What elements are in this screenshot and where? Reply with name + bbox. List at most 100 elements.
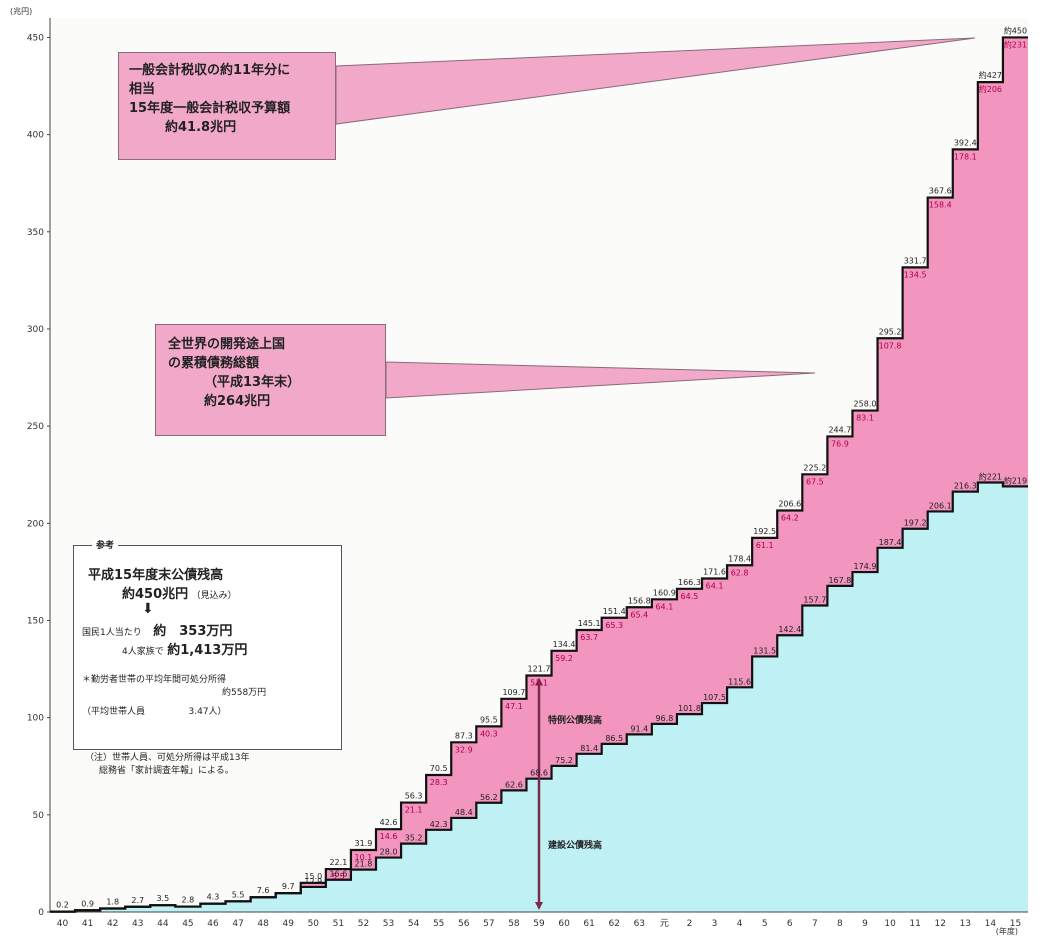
callout-tax-revenue: 一般会計税収の約11年分に 相当 15年度一般会計税収予算額 約41.8兆円 — [118, 52, 336, 160]
total-value-label: 9.7 — [282, 882, 295, 891]
special-value-label: 14.6 — [380, 832, 398, 841]
special-value-label: 65.3 — [605, 621, 623, 630]
reference-line4a: 4人家族で — [122, 647, 164, 657]
x-tick-label: 63 — [634, 919, 645, 929]
total-value-label: 166.3 — [678, 578, 701, 587]
total-value-label: 56.3 — [405, 792, 423, 801]
footnote: （注）世帯人員、可処分所得は平成13年 総務省「家計調査年報」による。 — [85, 752, 345, 778]
x-tick-label: 56 — [458, 919, 470, 929]
special-value-label: 32.9 — [455, 745, 473, 754]
x-tick-label: 9 — [862, 919, 868, 929]
x-tick-label: 45 — [182, 919, 193, 929]
special-value-label: 10.1 — [355, 853, 373, 862]
x-tick-label: 52 — [358, 919, 369, 929]
x-tick-label: 58 — [508, 919, 520, 929]
y-tick-label: 400 — [27, 131, 44, 141]
total-value-label: 31.9 — [355, 839, 373, 848]
reference-box: 参考 平成15年度末公債残高 約450兆円 （見込み） ⬇ 国民1人当たり 約 … — [73, 538, 342, 750]
construction-value-label: 35.2 — [405, 834, 423, 843]
total-value-label: 392.4 — [954, 138, 977, 147]
x-tick-label: 14 — [985, 919, 997, 929]
construction-value-label: 約221 — [979, 471, 1002, 481]
x-tick-label: 42 — [107, 919, 118, 929]
total-value-label: 7.6 — [257, 886, 270, 895]
reference-line2: 約450兆円 — [122, 587, 189, 602]
special-value-label: 53.1 — [530, 678, 548, 687]
special-value-label: 64.2 — [781, 513, 799, 522]
reference-line2b: （見込み） — [191, 591, 237, 601]
special-value-label: 67.5 — [806, 477, 824, 486]
x-tick-label: 53 — [383, 919, 394, 929]
reference-line3a: 国民1人当たり — [82, 628, 142, 638]
total-value-label: 0.9 — [81, 899, 94, 908]
reference-line6: 約558万円 — [222, 688, 267, 698]
total-value-label: 3.5 — [156, 894, 169, 903]
special-value-label: 5.5 — [332, 872, 345, 881]
special-value-label: 83.1 — [856, 414, 874, 423]
x-tick-label: 43 — [132, 919, 143, 929]
callout2-pointer — [385, 361, 816, 399]
y-tick-label: 450 — [27, 33, 44, 43]
y-tick-label: 250 — [27, 422, 44, 432]
x-tick-label: 54 — [408, 919, 420, 929]
construction-value-label: 81.4 — [580, 744, 598, 753]
construction-value-label: 187.4 — [879, 538, 902, 547]
special-value-label: 40.3 — [480, 729, 498, 738]
special-value-label: 約206 — [979, 84, 1002, 94]
total-value-label: 145.1 — [578, 619, 601, 628]
special-value-label: 107.8 — [879, 341, 902, 350]
construction-value-label: 107.5 — [703, 693, 726, 702]
total-value-label: 367.6 — [929, 187, 952, 196]
total-value-label: 4.3 — [207, 893, 220, 902]
x-tick-label: 51 — [333, 919, 344, 929]
y-unit-label: (兆円) — [10, 6, 32, 16]
total-value-label: 70.5 — [430, 764, 448, 773]
total-value-label: 42.6 — [380, 818, 398, 827]
x-tick-label: 13 — [960, 919, 971, 929]
special-value-label: 62.8 — [731, 568, 749, 577]
total-value-label: 225.2 — [803, 463, 826, 472]
callout2-line3: （平成13年末） — [204, 375, 301, 390]
series-areas — [50, 37, 1028, 912]
total-value-label: 約450 — [1004, 25, 1027, 35]
y-tick-label: 150 — [27, 616, 44, 626]
bracket-arrow-up-icon — [535, 677, 543, 686]
bracket-arrow-down-icon — [535, 902, 543, 910]
total-value-label: 134.4 — [553, 640, 576, 649]
x-tick-label: 62 — [609, 919, 620, 929]
x-tick-label: 55 — [433, 919, 444, 929]
total-value-label: 258.0 — [854, 400, 877, 409]
total-value-label: 151.4 — [603, 607, 626, 616]
x-tick-label: 4 — [737, 919, 743, 929]
x-tick-label: 44 — [157, 919, 169, 929]
x-tick-label: 61 — [583, 919, 594, 929]
special-value-label: 21.1 — [405, 806, 423, 815]
special-value-label: 61.1 — [756, 541, 774, 550]
special-value-label: 64.1 — [706, 581, 724, 590]
callout2-line1: 全世界の開発途上国 — [168, 337, 286, 352]
callout2-line2: の累積債務総額 — [168, 356, 260, 371]
total-value-label: 244.7 — [828, 425, 851, 434]
construction-value-label: 157.7 — [803, 596, 826, 605]
reference-line3b: 約 353万円 — [153, 624, 233, 639]
y-tick-label: 100 — [27, 714, 44, 724]
x-tick-label: 50 — [308, 919, 320, 929]
x-tick-label: 8 — [837, 919, 843, 929]
callout1-line1: 一般会計税収の約11年分に — [129, 63, 291, 78]
total-value-label: 171.6 — [703, 567, 726, 576]
y-tick-label: 350 — [27, 228, 44, 238]
total-value-label: 1.8 — [106, 898, 119, 907]
x-tick-label: 49 — [283, 919, 295, 929]
total-value-label: 15.0 — [304, 872, 322, 881]
special-value-label: 47.1 — [505, 702, 523, 711]
x-tick-label: 2 — [687, 919, 693, 929]
total-value-label: 160.9 — [653, 588, 676, 597]
reference-line7a: （平均世帯人員 — [82, 707, 146, 717]
callout2-line4: 約264兆円 — [204, 394, 271, 409]
x-tick-label: 11 — [909, 919, 920, 929]
x-tick-label: 7 — [812, 919, 818, 929]
callout-developing-debt: 全世界の開発途上国 の累積債務総額 （平成13年末） 約264兆円 — [155, 324, 386, 436]
construction-value-label: 48.4 — [455, 808, 473, 817]
construction-value-label: 16.6 — [329, 870, 347, 879]
x-tick-label: 59 — [533, 919, 545, 929]
